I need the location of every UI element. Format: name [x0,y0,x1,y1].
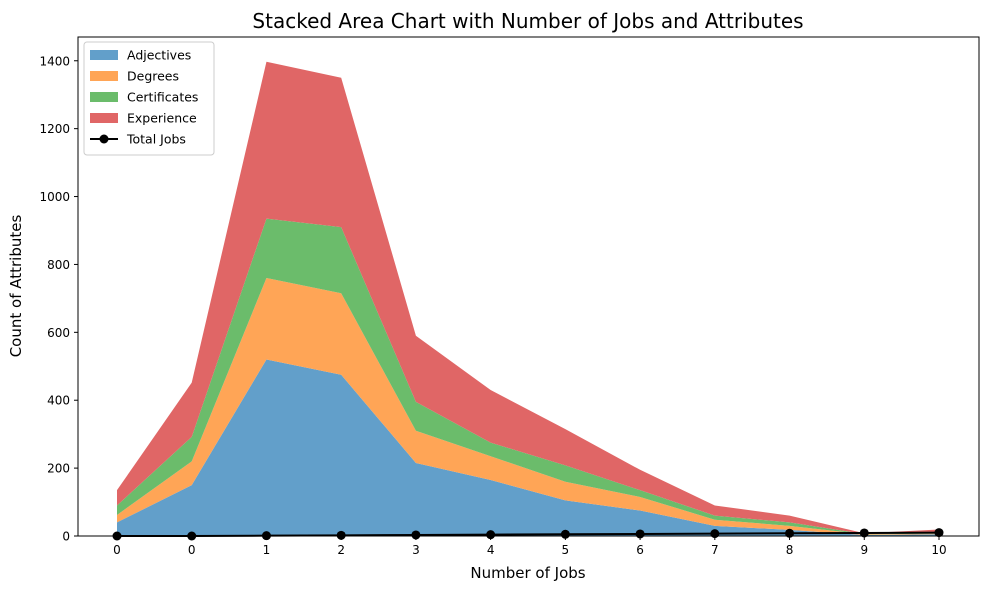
legend-label-adjectives: Adjectives [127,48,191,63]
legend-box [83,41,215,156]
x-tick-label: 4 [487,543,495,557]
y-tick-label: 1000 [39,190,70,204]
y-axis-label: Count of Attributes [7,215,25,358]
x-tick-label: 5 [562,543,570,557]
total-jobs-point [934,528,944,538]
total-jobs-point [560,529,570,539]
plot-area: 0 0 1 2 3 4 5 6 7 8 9 10 0 200 400 600 800 1000 1200 1400 [39,36,980,557]
axes-frame [77,36,980,537]
y-tick-label: 400 [47,394,70,408]
x-tick-label: 8 [786,543,794,557]
legend-swatch-adjectives [90,50,118,60]
area-degrees [117,278,939,535]
x-tick-label: 1 [263,543,271,557]
x-tick-label: 0 [113,543,121,557]
x-tick-label: 9 [860,543,868,557]
x-tick-label: 0 [188,543,196,557]
legend-swatch-degrees [90,71,118,81]
y-tick-label: 600 [47,326,70,340]
y-tick-label: 200 [47,462,70,476]
x-tick-label: 10 [931,543,946,557]
legend-label-total-jobs: Total Jobs [126,132,186,147]
total-jobs-point [486,530,496,540]
legend-swatch-certificates [90,92,118,102]
legend-swatch-experience [90,113,118,123]
y-tick-label: 0 [62,530,70,544]
x-tick-label: 7 [711,543,719,557]
x-tick-label: 6 [636,543,644,557]
x-axis-label: Number of Jobs [470,564,585,582]
y-tick-label: 800 [47,258,70,272]
x-tick-label: 2 [337,543,345,557]
legend-label-degrees: Degrees [127,69,179,84]
total-jobs-point [411,530,421,540]
legend: Adjectives Degrees Certificates Experience T… [83,41,215,156]
legend-label-certificates: Certificates [127,90,198,105]
y-tick-label: 1400 [39,54,70,68]
area-experience [117,61,939,534]
y-tick-label: 1200 [39,122,70,136]
legend-marker-total-jobs [99,134,109,144]
total-jobs-point [336,530,346,540]
total-jobs-point [859,528,869,538]
x-tick-label: 3 [412,543,420,557]
legend-label-experience: Experience [127,111,197,126]
chart-title: Stacked Area Chart with Number of Jobs a… [252,9,803,33]
area-adjectives [117,359,939,536]
